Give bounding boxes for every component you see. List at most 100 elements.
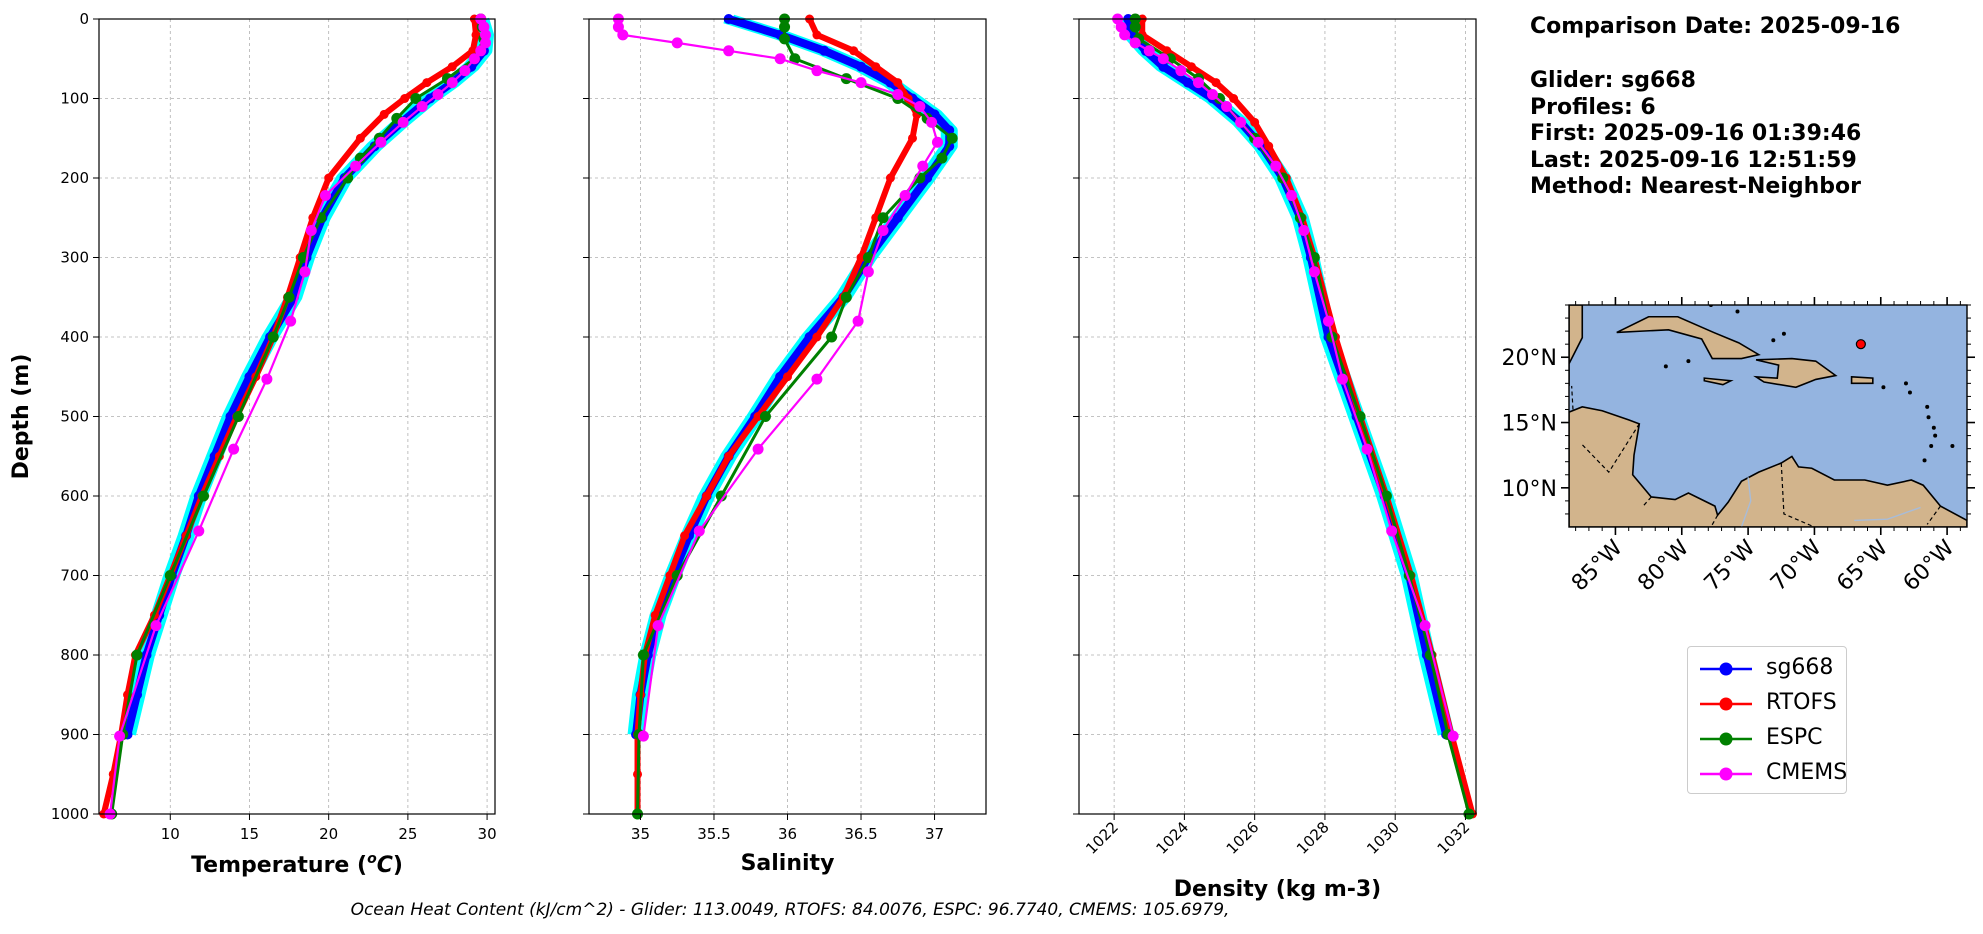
legend: sg668 RTOFS ESPC CMEMS: [1687, 646, 1847, 794]
series-sg668: [627, 14, 958, 740]
rtofs-point: [665, 571, 675, 580]
x-tick-label: 1026: [1223, 818, 1263, 858]
island-marker: [1881, 385, 1886, 390]
rtofs-point: [812, 332, 822, 342]
island-marker: [1771, 338, 1776, 343]
y-tick-label: 1000: [51, 805, 89, 823]
island-marker: [1925, 404, 1930, 409]
espc-point: [267, 331, 279, 343]
espc-point: [283, 291, 295, 303]
cmems-point: [637, 730, 649, 742]
sg668-spread-line: [1127, 18, 1455, 736]
espc-point: [715, 490, 727, 502]
x-axis-label: Temperature (oC): [191, 851, 403, 878]
cmems-point: [855, 77, 867, 89]
land-yucatan: [1569, 305, 1584, 386]
espc-line: [110, 18, 486, 815]
sg668-line: [1124, 18, 1451, 736]
rtofs-point: [871, 213, 881, 223]
cmems-point: [1308, 266, 1320, 278]
border-line: [1710, 514, 1719, 527]
espc-point: [1380, 490, 1392, 502]
cmems-point: [1270, 160, 1282, 172]
cmems-point: [877, 224, 889, 236]
rtofs-point: [871, 62, 881, 72]
island-marker: [1907, 390, 1912, 395]
cmems-point: [479, 37, 491, 49]
island-marker: [1922, 458, 1927, 463]
x-tick-label: 20: [319, 825, 338, 843]
x-tick-label: 35.5: [697, 825, 730, 843]
cmems-point: [1235, 116, 1247, 128]
x-axis-label: Density (kg m-3): [1174, 877, 1382, 902]
legend-swatch-cmems: [1700, 767, 1752, 781]
cmems-point: [446, 77, 458, 89]
cmems-point: [917, 160, 929, 172]
y-axis-label: Depth (m): [9, 354, 34, 480]
location-map: 20°N 15°N 10°N 85°W 80°W 75°W 70°W 65°W 60°W: [1502, 297, 1975, 596]
cmems-line: [1116, 18, 1455, 737]
profile-panels: 0 100 200 300 400 500 600 700 800 900 1000 10 15 20 25…: [9, 10, 1477, 902]
rtofs-point: [856, 253, 866, 262]
cmems-point: [617, 29, 629, 41]
gridlines: [99, 18, 495, 815]
panel-3: 1022 1024 1026 1028 1030 1032 Density (kg m-3): [1073, 13, 1477, 902]
x-tick-label: 10: [161, 825, 180, 843]
cmems-point: [1192, 77, 1204, 89]
espc-point: [131, 649, 143, 661]
land-hispaniola: [1753, 357, 1838, 389]
cmems-point: [811, 65, 823, 77]
cmems-point: [1336, 373, 1348, 385]
rtofs-point: [471, 30, 481, 40]
cmems-line: [617, 19, 939, 737]
land-jamaica: [1703, 377, 1734, 386]
cmems-point: [432, 89, 444, 101]
rtofs-point: [400, 94, 410, 103]
gridlines: [1079, 18, 1476, 815]
comparison-date-text: Comparison Date: 2025-09-16: [1530, 14, 1901, 39]
rtofs-point: [1162, 46, 1172, 56]
cmems-point: [468, 53, 480, 65]
sg668-line: [123, 17, 490, 736]
border-line: [1571, 385, 1574, 410]
series-cmems: [104, 13, 491, 820]
legend-label-cmems: CMEMS: [1766, 760, 1848, 785]
cmems-point: [475, 45, 487, 57]
cmems-point: [811, 373, 823, 385]
cmems-point: [652, 620, 664, 632]
rtofs-point: [422, 78, 432, 88]
espc-point: [779, 21, 791, 33]
island-marker: [1950, 444, 1955, 449]
panel-2: 35 35.5 36 36.5 37 Salinity: [583, 13, 987, 876]
rtofs-point: [355, 133, 365, 143]
island-marker: [1781, 331, 1786, 336]
series-sg668: [1119, 14, 1455, 740]
rtofs-point: [650, 610, 660, 620]
cmems-point: [1157, 53, 1169, 65]
island-marker: [1926, 415, 1931, 420]
rtofs-point: [468, 46, 478, 56]
cmems-point: [1143, 45, 1155, 57]
unit-celsius: C: [377, 853, 393, 878]
glider-location-marker: [1855, 339, 1866, 350]
profile-count-text: Profiles: 6: [1530, 95, 1656, 120]
espc-point: [1129, 21, 1141, 33]
rtofs-point: [1264, 141, 1274, 151]
legend-item-rtofs: RTOFS: [1698, 688, 1838, 718]
rtofs-point: [1250, 117, 1260, 127]
cmems-point: [1286, 189, 1298, 201]
rtofs-point: [379, 109, 389, 119]
x-tick-label: 15: [240, 825, 259, 843]
espc-point: [779, 33, 791, 45]
rtofs-point: [783, 372, 792, 382]
espc-point: [936, 152, 948, 164]
island-marker: [1903, 381, 1908, 386]
border-line: [1780, 462, 1815, 527]
x-tick-label: 35: [631, 825, 650, 843]
border-line: [1926, 505, 1941, 525]
x-tick-label: 30: [478, 825, 497, 843]
cmems-point: [899, 189, 911, 201]
panel-1: 0 100 200 300 400 500 600 700 800 900 1000 10 15 20 25…: [9, 10, 497, 878]
unit-degree: o: [367, 851, 377, 867]
cmems-point: [285, 315, 297, 327]
